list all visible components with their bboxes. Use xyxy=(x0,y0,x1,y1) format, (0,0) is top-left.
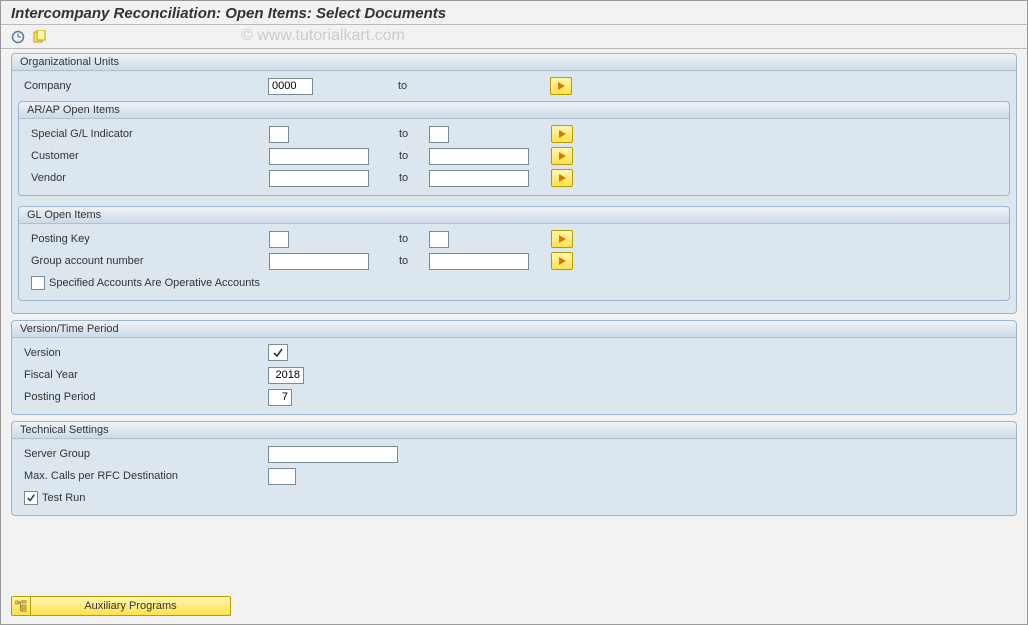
customer-multi-select-button[interactable] xyxy=(551,147,573,165)
arrow-right-icon xyxy=(559,257,566,265)
version-time-group: Version/Time Period Version Fiscal Year xyxy=(11,320,1017,415)
posting-key-to-label: to xyxy=(389,233,429,245)
arrow-right-icon xyxy=(559,152,566,160)
posting-period-row: Posting Period xyxy=(18,386,1010,408)
company-multi-select-button[interactable] xyxy=(550,77,572,95)
group-account-to-label: to xyxy=(389,255,429,267)
vendor-from-input[interactable] xyxy=(269,170,369,187)
version-checkbox[interactable] xyxy=(268,344,288,361)
group-account-label: Group account number xyxy=(25,255,269,267)
ar-ap-header: AR/AP Open Items xyxy=(19,102,1009,119)
tech-settings-header: Technical Settings xyxy=(12,422,1016,439)
vendor-multi-select-button[interactable] xyxy=(551,169,573,187)
posting-period-label: Posting Period xyxy=(18,391,268,403)
special-gl-to-label: to xyxy=(389,128,429,140)
auxiliary-programs-button[interactable]: Auxiliary Programs xyxy=(31,596,231,616)
check-icon xyxy=(272,347,284,359)
posting-key-from-input[interactable] xyxy=(269,231,289,248)
page-title: Intercompany Reconciliation: Open Items:… xyxy=(1,1,1027,25)
customer-from-input[interactable] xyxy=(269,148,369,165)
ar-ap-group: AR/AP Open Items Special G/L Indicator t… xyxy=(18,101,1010,196)
org-units-group: Organizational Units Company to AR/AP Op… xyxy=(11,53,1017,314)
vendor-to-label: to xyxy=(389,172,429,184)
specified-operative-checkbox[interactable] xyxy=(31,276,45,290)
specified-operative-row: Specified Accounts Are Operative Account… xyxy=(25,272,1003,294)
special-gl-row: Special G/L Indicator to xyxy=(25,123,1003,145)
toolbar: © www.tutorialkart.com xyxy=(1,25,1027,49)
max-calls-label: Max. Calls per RFC Destination xyxy=(18,470,268,482)
group-account-from-input[interactable] xyxy=(269,253,369,270)
server-group-label: Server Group xyxy=(18,448,268,460)
special-gl-from-input[interactable] xyxy=(269,126,289,143)
company-row: Company to xyxy=(18,75,1010,97)
check-icon xyxy=(26,493,36,503)
arrow-right-icon xyxy=(558,82,565,90)
posting-key-multi-select-button[interactable] xyxy=(551,230,573,248)
tech-settings-group: Technical Settings Server Group Max. Cal… xyxy=(11,421,1017,516)
arrow-right-icon xyxy=(559,130,566,138)
arrow-right-icon xyxy=(559,235,566,243)
group-account-row: Group account number to xyxy=(25,250,1003,272)
app-container: Intercompany Reconciliation: Open Items:… xyxy=(0,0,1028,625)
variant-icon[interactable] xyxy=(31,28,49,46)
posting-key-to-input[interactable] xyxy=(429,231,449,248)
execute-icon[interactable] xyxy=(9,28,27,46)
fiscal-year-row: Fiscal Year xyxy=(18,364,1010,386)
group-account-multi-select-button[interactable] xyxy=(551,252,573,270)
tree-icon xyxy=(15,600,27,612)
special-gl-to-input[interactable] xyxy=(429,126,449,143)
test-run-row: Test Run xyxy=(18,487,1010,509)
vendor-to-input[interactable] xyxy=(429,170,529,187)
org-units-header: Organizational Units xyxy=(12,54,1016,71)
gl-group: GL Open Items Posting Key to Group accou… xyxy=(18,206,1010,301)
max-calls-row: Max. Calls per RFC Destination xyxy=(18,465,1010,487)
customer-row: Customer to xyxy=(25,145,1003,167)
customer-to-label: to xyxy=(389,150,429,162)
watermark-text: © www.tutorialkart.com xyxy=(241,27,405,45)
gl-header: GL Open Items xyxy=(19,207,1009,224)
version-label: Version xyxy=(18,347,268,359)
server-group-row: Server Group xyxy=(18,443,1010,465)
posting-key-row: Posting Key to xyxy=(25,228,1003,250)
specified-operative-label: Specified Accounts Are Operative Account… xyxy=(49,277,260,289)
special-gl-label: Special G/L Indicator xyxy=(25,128,269,140)
vendor-label: Vendor xyxy=(25,172,269,184)
posting-key-label: Posting Key xyxy=(25,233,269,245)
company-to-label: to xyxy=(388,80,428,92)
customer-label: Customer xyxy=(25,150,269,162)
version-row: Version xyxy=(18,342,1010,364)
content-area: Organizational Units Company to AR/AP Op… xyxy=(1,49,1027,526)
group-account-to-input[interactable] xyxy=(429,253,529,270)
vendor-row: Vendor to xyxy=(25,167,1003,189)
server-group-input[interactable] xyxy=(268,446,398,463)
special-gl-multi-select-button[interactable] xyxy=(551,125,573,143)
arrow-right-icon xyxy=(559,174,566,182)
posting-period-input[interactable] xyxy=(268,389,292,406)
customer-to-input[interactable] xyxy=(429,148,529,165)
test-run-label: Test Run xyxy=(42,492,85,504)
auxiliary-programs-bar: Auxiliary Programs xyxy=(11,596,231,616)
version-time-header: Version/Time Period xyxy=(12,321,1016,338)
test-run-checkbox[interactable] xyxy=(24,491,38,505)
company-from-input[interactable] xyxy=(268,78,313,95)
fiscal-year-label: Fiscal Year xyxy=(18,369,268,381)
auxiliary-programs-icon-button[interactable] xyxy=(11,596,31,616)
fiscal-year-input[interactable] xyxy=(268,367,304,384)
max-calls-input[interactable] xyxy=(268,468,296,485)
company-label: Company xyxy=(18,80,268,92)
